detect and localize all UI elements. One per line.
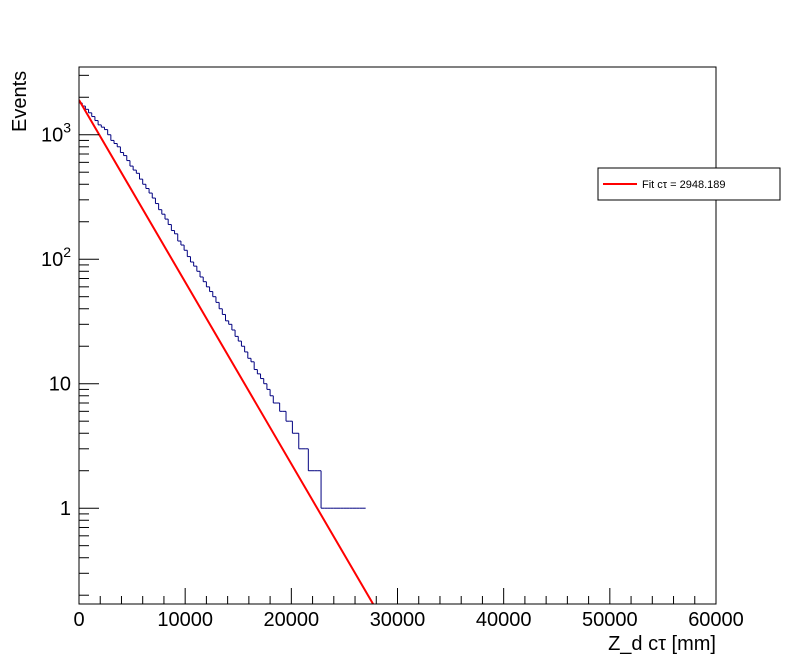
y-tick-label-base: 10 (41, 125, 63, 147)
y-tick-label: 102 (41, 244, 71, 271)
plot-area (79, 99, 374, 604)
legend-entry-fit: Fit cτ = 2948.189 (642, 179, 726, 191)
plot-frame (78, 66, 717, 605)
x-tick-label: 20000 (264, 609, 320, 631)
fit-line (79, 99, 374, 604)
x-tick-label: 60000 (688, 609, 744, 631)
y-axis-title: Events (9, 71, 31, 132)
y-tick-label-exp: 3 (63, 120, 71, 136)
x-tick-label: 40000 (476, 609, 532, 631)
y-tick-label-exp: 2 (63, 244, 71, 260)
y-tick-label: 10 (49, 374, 71, 396)
x-tick-label: 30000 (370, 609, 426, 631)
x-tick-label: 10000 (157, 609, 213, 631)
y-tick-label: 103 (41, 120, 71, 147)
x-tick-label: 50000 (582, 609, 638, 631)
data-layer (79, 99, 374, 604)
y-tick-label: 1 (60, 498, 71, 520)
x-tick-label: 0 (73, 609, 84, 631)
y-tick-label-base: 10 (41, 249, 63, 271)
legend: Fit cτ = 2948.189 (597, 167, 781, 201)
x-axis-title: Z_d cτ [mm] (608, 633, 716, 655)
